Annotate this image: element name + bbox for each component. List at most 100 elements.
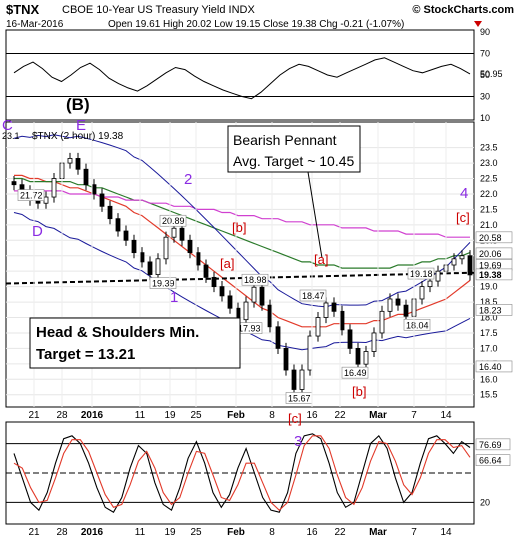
pennant-pointer (307, 171, 323, 259)
xtick-stoch-2016: 2016 (81, 527, 104, 538)
price-label-23-15: 23.1 (2, 131, 20, 141)
right-label-20.06: 20.06 (479, 249, 502, 259)
rsi-layer: 90 70 50 30 10 50.95 (6, 27, 503, 123)
right-label-18.23: 18.23 (479, 305, 502, 315)
price-label-18.04: 18.04 (406, 320, 429, 330)
price-tick-23.0: 23.0 (480, 158, 498, 168)
candle-body (147, 261, 153, 275)
candle-body (131, 239, 137, 254)
candle-body (363, 351, 369, 365)
candle-body (403, 304, 409, 317)
price-label-19.39: 19.39 (152, 279, 175, 289)
stoch-k-line (13, 433, 471, 513)
xtick-price-28: 28 (56, 410, 68, 421)
rsi-tick-30: 30 (480, 92, 490, 102)
price-label-18.98: 18.98 (244, 275, 267, 285)
right-label-box (475, 268, 513, 281)
chart-exchange: INDX (229, 4, 256, 16)
candle-body (299, 369, 305, 390)
candle-body (379, 310, 385, 334)
price-label-box (407, 267, 435, 280)
candle-body (11, 181, 17, 186)
price-label-18.47: 18.47 (302, 291, 325, 301)
xtick-stoch-Mar: Mar (369, 527, 387, 538)
candle-body (171, 227, 177, 238)
candle-body (323, 302, 329, 318)
candle-body (155, 258, 161, 275)
candle-body (355, 347, 361, 365)
candle-body (243, 301, 249, 321)
right-label-box (475, 360, 513, 373)
price-tick-23.5: 23.5 (480, 143, 498, 153)
rsi-line (13, 57, 471, 100)
wave-label-b2: [b] (352, 384, 366, 399)
stoch-last-66.64: 66.64 (479, 456, 502, 466)
candle-body (387, 298, 393, 312)
xtick-price-25: 25 (190, 410, 202, 421)
candle-body (347, 329, 353, 349)
candle-body (339, 310, 345, 331)
candle-body (187, 239, 193, 254)
wave-label-E: E (76, 117, 86, 134)
candle-body (467, 255, 473, 276)
xtick-price-Mar: Mar (369, 410, 387, 421)
wave-label-D: D (32, 223, 43, 240)
xtick-price-11: 11 (135, 410, 146, 421)
wave-label-a1: [a] (220, 256, 234, 271)
xtick-stoch-22: 22 (334, 527, 346, 538)
hs-box (29, 317, 241, 369)
stoch-tick-20: 20 (480, 497, 490, 507)
candle-body (419, 286, 425, 300)
right-label-16.40: 16.40 (479, 362, 502, 372)
xtick-stoch-16: 16 (306, 527, 318, 538)
candle-body (267, 304, 273, 328)
xtick-stoch-28: 28 (56, 527, 68, 538)
price-tick-18.5: 18.5 (480, 297, 498, 307)
xtick-price-8: 8 (269, 410, 275, 421)
price-label-box (17, 189, 45, 201)
rsi-tick-50: 50 (480, 70, 490, 80)
candle-body (115, 218, 121, 232)
candle-body (371, 332, 377, 352)
candle-body (395, 298, 401, 306)
stoch-label-box (475, 438, 511, 451)
down-arrow-icon (474, 21, 482, 27)
candle-body (43, 196, 49, 204)
chart-title: CBOE 10-Year US Treasury Yield INDX (62, 4, 255, 16)
inset-label: $TNX (2 hour) 19.38 (32, 131, 124, 142)
wave-label-c2: [c] (456, 210, 470, 225)
ma-red-line (14, 174, 471, 328)
candle-body (179, 227, 185, 241)
ma-green-line (14, 177, 471, 269)
candle-body (51, 178, 57, 198)
candle-body (163, 236, 169, 260)
ohlc-readout: Open 19.61 High 20.02 Low 19.15 Close 19… (108, 19, 404, 30)
xtick-price-Feb: Feb (227, 410, 245, 421)
xtick-price-21: 21 (28, 410, 40, 421)
candle-body (227, 295, 233, 309)
price-label-box (299, 289, 327, 302)
candle-body (331, 302, 337, 312)
ma-magenta-line (14, 190, 470, 238)
candle-body (83, 168, 89, 186)
rsi-panel (5, 29, 475, 121)
rsi-tick-90: 90 (480, 27, 490, 37)
price-tick-19.0: 19.0 (480, 282, 498, 292)
wave-label-a2: [a] (314, 252, 328, 267)
right-label-19.38: 19.38 (479, 270, 502, 280)
candle-body (219, 286, 225, 297)
candle-body (435, 270, 441, 282)
candle-body (99, 193, 105, 207)
chart-ticker: $TNX (6, 2, 40, 17)
xtick-stoch-8: 8 (269, 527, 275, 538)
rsi-last-value: 50.95 (480, 69, 503, 79)
candle-body (307, 335, 313, 371)
rsi-tick-70: 70 (480, 49, 490, 59)
xtick-stoch-25: 25 (190, 527, 202, 538)
price-label-box (341, 366, 369, 379)
pennant-box (227, 125, 361, 173)
support-dashed-line (5, 271, 475, 285)
wave-label-C: C (2, 117, 13, 134)
xtick-price-19: 19 (164, 410, 176, 421)
